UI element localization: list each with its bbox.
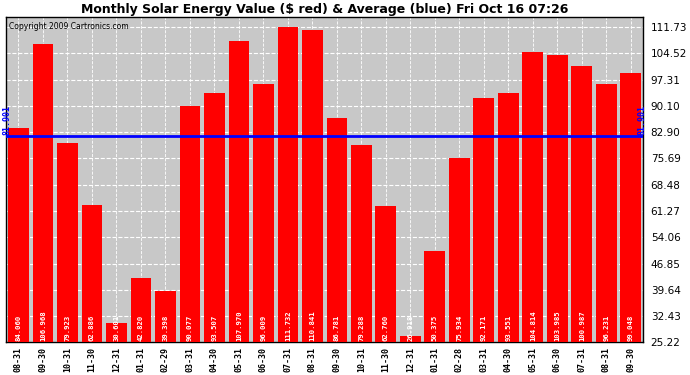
Title: Monthly Solar Energy Value ($ red) & Average (blue) Fri Oct 16 07:26: Monthly Solar Energy Value ($ red) & Ave… — [81, 3, 569, 16]
Bar — [326, 118, 347, 342]
Bar — [449, 158, 470, 342]
Bar — [32, 44, 53, 342]
Bar — [253, 84, 274, 342]
Text: 62.760: 62.760 — [383, 314, 389, 340]
Text: 110.841: 110.841 — [309, 310, 315, 340]
Bar — [522, 52, 543, 342]
Text: 75.934: 75.934 — [456, 314, 462, 340]
Text: 93.507: 93.507 — [211, 314, 217, 340]
Bar — [277, 27, 298, 342]
Bar — [547, 55, 568, 342]
Text: 30.601: 30.601 — [113, 314, 119, 340]
Text: 62.886: 62.886 — [89, 314, 95, 340]
Bar — [8, 128, 29, 342]
Text: 100.987: 100.987 — [579, 310, 585, 340]
Bar — [400, 336, 421, 342]
Text: 26.918: 26.918 — [407, 314, 413, 340]
Bar — [498, 93, 519, 342]
Text: Copyright 2009 Cartronics.com: Copyright 2009 Cartronics.com — [10, 22, 129, 31]
Bar — [228, 41, 249, 342]
Bar — [155, 291, 176, 342]
Bar — [106, 323, 127, 342]
Text: 86.781: 86.781 — [334, 314, 340, 340]
Bar — [130, 278, 151, 342]
Text: 104.814: 104.814 — [530, 310, 536, 340]
Bar — [596, 84, 617, 342]
Text: 79.288: 79.288 — [358, 314, 364, 340]
Bar — [473, 98, 494, 342]
Text: 99.048: 99.048 — [628, 314, 634, 340]
Text: 106.968: 106.968 — [40, 310, 46, 340]
Bar — [620, 73, 641, 342]
Text: 81.901: 81.901 — [638, 105, 647, 135]
Text: 90.077: 90.077 — [187, 314, 193, 340]
Text: 92.171: 92.171 — [481, 314, 487, 340]
Bar — [424, 251, 445, 342]
Bar — [302, 30, 323, 342]
Text: 96.009: 96.009 — [260, 314, 266, 340]
Bar — [351, 145, 372, 342]
Bar — [375, 206, 396, 342]
Text: 50.375: 50.375 — [432, 314, 438, 340]
Bar — [81, 205, 102, 342]
Text: 96.231: 96.231 — [603, 314, 609, 340]
Bar — [571, 66, 592, 342]
Text: 111.732: 111.732 — [285, 310, 291, 340]
Bar — [204, 93, 225, 342]
Text: 103.985: 103.985 — [554, 310, 560, 340]
Text: 84.060: 84.060 — [15, 314, 21, 340]
Text: 79.923: 79.923 — [64, 314, 70, 340]
Text: 42.820: 42.820 — [138, 314, 144, 340]
Text: 81.901: 81.901 — [3, 105, 12, 135]
Text: 39.398: 39.398 — [162, 314, 168, 340]
Bar — [57, 143, 78, 342]
Text: 107.970: 107.970 — [236, 310, 242, 340]
Text: 93.551: 93.551 — [505, 314, 511, 340]
Bar — [179, 106, 200, 342]
